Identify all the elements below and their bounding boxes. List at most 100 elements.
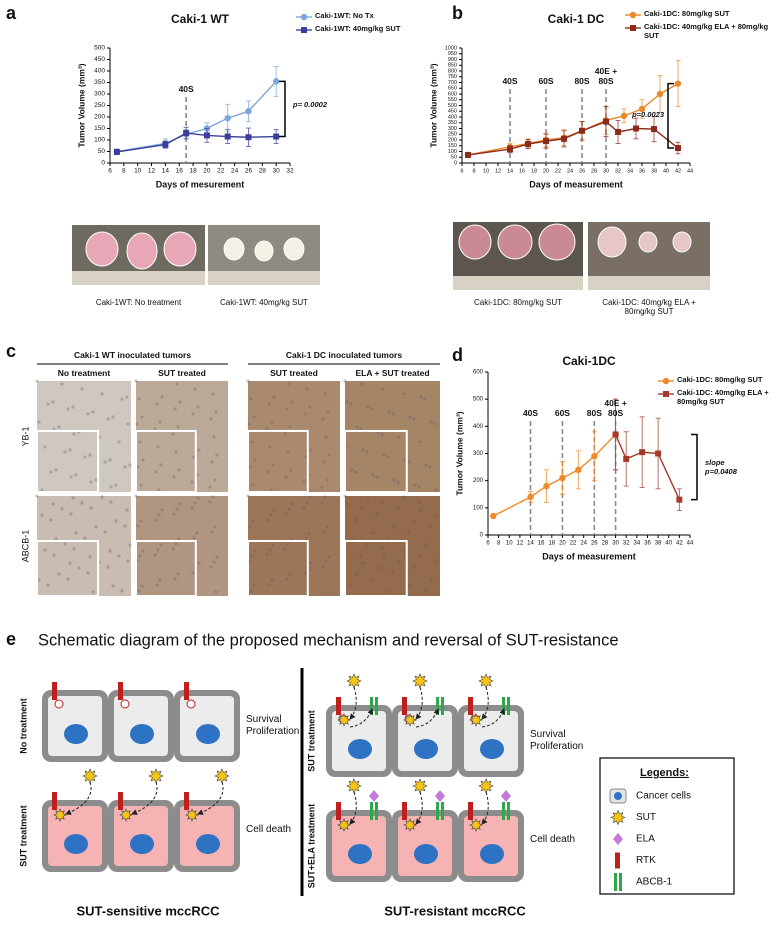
texture [303, 571, 307, 575]
texture [286, 450, 290, 454]
texture [211, 392, 215, 396]
texture [407, 460, 411, 464]
texture [326, 410, 330, 414]
legend-text: Caki-1DC: 40mg/kg ELA + 80mg/kg SUT [677, 388, 769, 406]
texture [396, 506, 400, 510]
x-tick-label: 18 [189, 168, 197, 175]
texture [106, 417, 110, 421]
texture [386, 455, 390, 459]
texture [100, 392, 104, 396]
marker [630, 25, 636, 31]
texture [52, 553, 56, 557]
texture [154, 518, 158, 522]
texture [417, 500, 421, 504]
texture [324, 435, 328, 439]
texture [253, 549, 257, 553]
marker [662, 377, 670, 385]
annotation-label: 40E + 80S [594, 66, 618, 87]
panel-label: d [452, 345, 463, 365]
nucleus [64, 834, 88, 854]
texture [266, 470, 270, 474]
marker [591, 453, 598, 460]
texture [382, 555, 386, 559]
texture [175, 507, 179, 511]
y-tick-label: 750 [448, 74, 457, 80]
x-tick-label: 12 [148, 168, 156, 175]
y-tick-label: 500 [94, 45, 105, 52]
y-tick-label: 350 [448, 120, 457, 126]
texture [269, 488, 273, 492]
y-tick-label: 950 [448, 51, 457, 57]
x-axis-label: Days of measurement [542, 551, 636, 561]
texture [360, 382, 364, 386]
x-tick-label: 22 [217, 168, 225, 175]
sut-icon [610, 809, 626, 826]
legend-item: ELA [636, 834, 655, 845]
texture [71, 405, 75, 409]
texture [128, 463, 132, 467]
texture [327, 453, 331, 457]
photo-caption: Caki-1WT: No treatment [95, 298, 182, 307]
photo-ruler [588, 276, 710, 290]
ihc-column-label: SUT treated [270, 368, 318, 378]
outcome-label: Cell death [530, 834, 576, 845]
texture [134, 379, 138, 383]
texture [157, 488, 161, 492]
x-tick-label: 8 [472, 168, 475, 174]
texture [375, 512, 379, 516]
abcb1 [441, 697, 444, 715]
marker [615, 128, 621, 135]
marker [162, 141, 169, 148]
texture [418, 554, 422, 558]
texture [322, 460, 326, 464]
panel-label: c [6, 341, 16, 361]
tumor [254, 240, 274, 262]
texture [60, 507, 64, 511]
texture [111, 415, 115, 419]
sut-icon [346, 673, 362, 689]
transport-arrow [481, 791, 489, 825]
abcb1 [614, 873, 617, 891]
texture [268, 548, 272, 552]
photo-ruler [208, 271, 320, 285]
texture [375, 475, 379, 479]
texture [191, 412, 195, 416]
texture [327, 555, 331, 559]
texture [89, 480, 93, 484]
texture [407, 530, 411, 534]
texture [125, 395, 129, 399]
texture [69, 475, 73, 479]
texture [155, 402, 159, 406]
marker [525, 141, 531, 148]
legend-item: RTK [636, 855, 656, 866]
texture [193, 387, 197, 391]
marker [224, 114, 231, 122]
texture [195, 531, 199, 535]
texture [153, 427, 157, 431]
texture [408, 584, 412, 588]
tumor [638, 231, 658, 253]
texture [171, 547, 175, 551]
y-tick-label: 200 [94, 114, 105, 121]
texture [323, 495, 327, 499]
x-tick-label: 14 [507, 168, 513, 174]
texture [100, 495, 104, 499]
texture [57, 572, 61, 576]
x-tick-label: 26 [579, 168, 585, 174]
y-tick-label: 500 [473, 397, 484, 403]
x-tick-label: 16 [519, 168, 525, 174]
tumor [672, 231, 692, 253]
panel-label: a [6, 3, 17, 23]
marker [638, 105, 646, 113]
texture [141, 549, 145, 553]
texture [266, 518, 270, 522]
texture [325, 478, 329, 482]
marker [465, 151, 471, 158]
texture [371, 473, 375, 477]
texture [141, 458, 145, 462]
y-tick-label: 0 [480, 533, 484, 539]
texture [68, 561, 72, 565]
texture [412, 417, 416, 421]
texture [160, 395, 164, 399]
texture [252, 415, 256, 419]
